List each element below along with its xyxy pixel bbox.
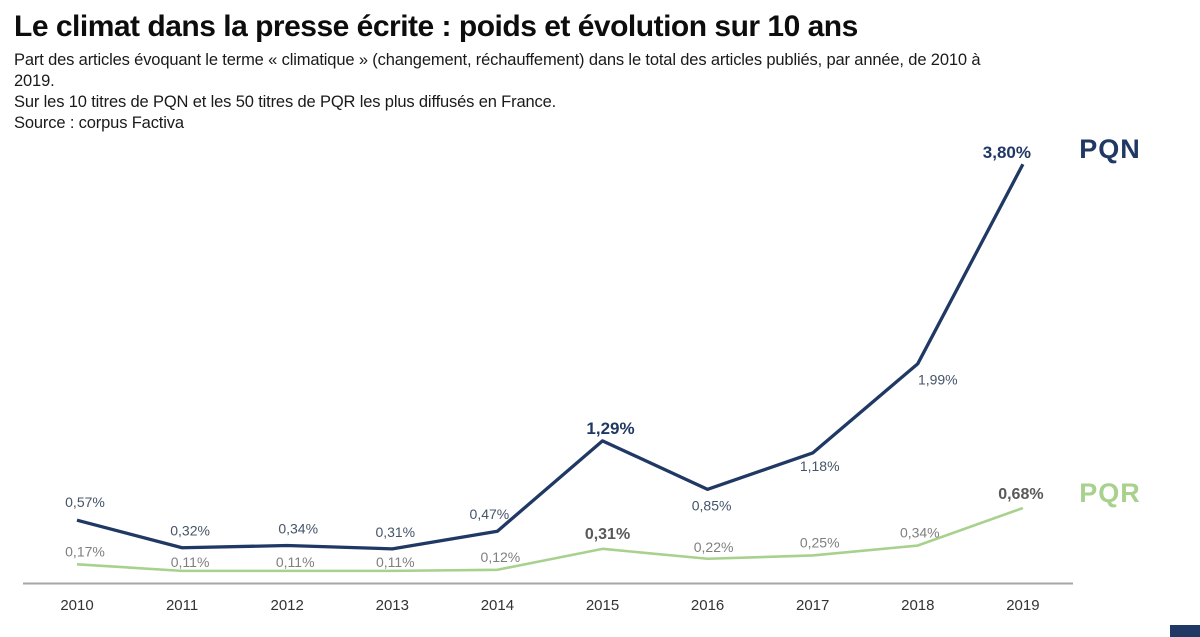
pqn-data-label: 0,31% [375,524,415,540]
pqn-line [76,163,1025,551]
chart-subtitle: Part des articles évoquant le terme « cl… [14,50,1194,134]
pqr-data-label: 0,11% [276,554,315,570]
pqn-data-label: 0,57% [65,494,105,510]
x-tick-label: 2015 [586,597,619,614]
pqn-data-label: 0,47% [470,506,510,522]
x-tick-label: 2018 [901,597,934,614]
pqr-data-label: 0,12% [481,549,521,565]
x-tick-label: 2014 [481,597,514,614]
pqn-data-label: 1,99% [918,372,958,388]
pqn-data-label: 1,29% [586,419,634,438]
pqr-data-label: 0,17% [65,543,105,559]
subtitle-line-1: Part des articles évoquant le terme « cl… [14,51,981,69]
x-tick-label: 2019 [1006,597,1039,614]
chart-header: Le climat dans la presse écrite : poids … [14,8,1194,134]
pqr-data-label: 0,22% [694,539,734,555]
pqr-line [76,506,1024,573]
pqr-data-label: 0,34% [900,525,940,541]
pqr-data-label: 0,68% [998,486,1043,503]
pqr-series-label: PQR [1079,478,1141,508]
x-tick-label: 2017 [796,597,829,614]
subtitle-line-3: Sur les 10 titres de PQN et les 50 titre… [14,93,557,111]
pqn-data-label: 0,32% [170,523,210,539]
pqr-data-label: 0,31% [585,526,630,543]
pqn-data-label: 0,85% [692,497,732,513]
x-tick-label: 2012 [271,597,304,614]
pqr-data-label: 0,11% [376,554,415,570]
subtitle-line-2: 2019. [14,72,55,90]
x-tick-label: 2016 [691,597,724,614]
x-tick-label: 2010 [60,597,93,614]
corner-accent-bar [1170,625,1200,637]
x-tick-label: 2011 [166,597,198,614]
pqr-data-label: 0,25% [800,534,840,550]
x-tick-label: 2013 [376,597,409,614]
pqn-data-label: 3,80% [983,143,1031,162]
page-title: Le climat dans la presse écrite : poids … [14,10,858,43]
pqn-data-label: 0,34% [278,521,318,537]
pqr-data-label: 0,11% [171,554,210,570]
pqn-series-label: PQN [1079,134,1141,164]
source-note: Source : corpus Factiva [14,114,184,132]
pqn-data-label: 1,18% [800,458,840,474]
